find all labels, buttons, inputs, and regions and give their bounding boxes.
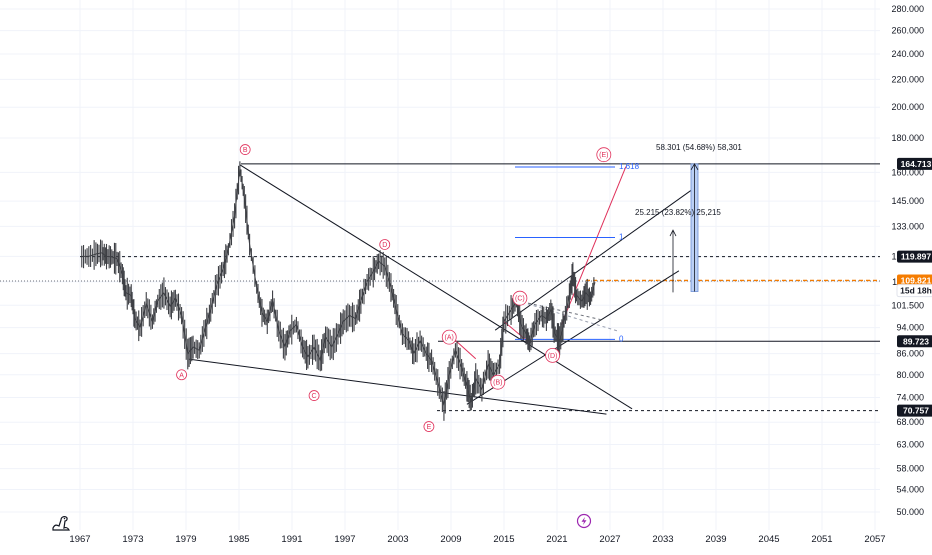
price-series <box>81 161 596 421</box>
wave-line <box>560 166 627 325</box>
x-tick-label: 2051 <box>811 534 832 545</box>
y-tick-label: 200.000 <box>891 102 924 112</box>
y-tick-label: 145.000 <box>891 196 924 206</box>
wave-marker <box>176 369 187 381</box>
y-tick-label: 280.000 <box>891 4 924 14</box>
measure-label-1: 58.301 (54.68%) 58,301 <box>656 143 742 152</box>
time-axis: 1967 1973 1979 1985 1991 1997 2003 2009 2015 2021… <box>69 534 885 545</box>
fib-label: 1 <box>619 233 624 242</box>
lightning-icon[interactable] <box>576 513 592 529</box>
y-tick-label: 180.000 <box>891 133 924 143</box>
fib-label: 0 <box>619 334 624 343</box>
x-tick-label: 1991 <box>281 534 302 545</box>
wave-marker <box>545 347 560 363</box>
x-tick-label: 2045 <box>758 534 779 545</box>
price-badge <box>897 335 932 348</box>
price-badge-label: 109.821 <box>901 275 932 285</box>
wave-marker <box>490 374 506 390</box>
price-badge <box>897 250 932 263</box>
price-badge <box>897 404 932 417</box>
measure-arrowhead <box>669 229 677 237</box>
x-tick-label: 2057 <box>864 534 885 545</box>
wave-label: E <box>427 424 432 431</box>
x-tick-label: 1973 <box>122 534 143 545</box>
y-tick-label: 63.000 <box>896 440 924 450</box>
wave-dash-line <box>516 299 604 321</box>
wave-marker <box>441 329 457 345</box>
price-badge-label: 89.723 <box>903 336 929 346</box>
horizontal-levels <box>0 163 880 412</box>
y-tick-label: 94.000 <box>896 323 924 333</box>
wave-marker <box>512 290 528 306</box>
x-tick-label: 2033 <box>652 534 673 545</box>
trend-lines <box>188 164 697 415</box>
price-badge-label: 119.897 <box>901 252 932 262</box>
x-tick-label: 2027 <box>599 534 620 545</box>
measure-label-2: 25.215 (23.82%) 25,215 <box>635 208 721 217</box>
price-badge <box>897 157 932 170</box>
y-tick-label: 58.000 <box>896 464 924 474</box>
wave-marker <box>379 239 391 250</box>
x-tick-label: 2039 <box>705 534 726 545</box>
price-badge-label: 164.713 <box>901 159 932 169</box>
wave-label: D <box>382 242 387 249</box>
y-tick-label: 101.500 <box>891 300 924 310</box>
x-tick-label: 2009 <box>440 534 461 545</box>
wave-label: (D) <box>548 353 558 360</box>
x-tick-label: 2003 <box>387 534 408 545</box>
trend-line <box>188 358 607 415</box>
wave-marker <box>423 421 435 432</box>
y-tick-label: 68.000 <box>896 417 924 427</box>
price-line <box>81 168 596 406</box>
y-tick-label: 74.000 <box>896 393 924 403</box>
price-badge-label: 15d 18h <box>900 286 932 296</box>
y-tick-label: 220.000 <box>891 74 924 84</box>
grid <box>0 0 880 530</box>
x-tick-label: 1985 <box>228 534 249 545</box>
fib-label: 1.618 <box>619 162 640 171</box>
y-tick-label: 160.000 <box>891 167 924 177</box>
wave-labels: A B C D E (A) (B) (C) (D) (E) <box>176 144 612 432</box>
x-tick-label: 1979 <box>175 534 196 545</box>
fib-levels: 1.618 1 0 <box>515 162 640 343</box>
price-badge <box>896 284 932 298</box>
wave-label: (C) <box>515 296 525 303</box>
wave-label: B <box>243 147 248 154</box>
y-tick-label: 50.000 <box>896 507 924 517</box>
wave-line <box>455 340 477 360</box>
x-tick-label: 2015 <box>493 534 514 545</box>
price-badge <box>897 274 932 287</box>
wave-marker <box>596 147 612 163</box>
measure-arrowhead <box>690 163 699 171</box>
trend-line <box>239 164 633 410</box>
y-tick-label: 80.000 <box>896 370 924 380</box>
y-tick-label: 260.000 <box>891 26 924 36</box>
wave-marker <box>308 390 320 401</box>
measure-tools: 58.301 (54.68%) 58,301 25.215 (23.82%) 25… <box>635 143 742 293</box>
dino-logo-icon <box>52 516 70 531</box>
x-tick-label: 1997 <box>334 534 355 545</box>
price-badge-label: 70.757 <box>903 406 929 416</box>
wave-label: C <box>312 393 317 400</box>
trend-line <box>494 186 697 331</box>
wave-label: (E) <box>599 152 608 159</box>
x-tick-label: 1967 <box>69 534 90 545</box>
y-tick-label: 133.000 <box>891 221 924 231</box>
wave-label: (B) <box>493 380 502 387</box>
y-tick-label: 86.000 <box>896 349 924 359</box>
wave-marker <box>239 144 251 155</box>
wave-label: (A) <box>445 335 454 342</box>
y-tick-label: 240.000 <box>891 49 924 59</box>
wave-label: A <box>179 372 184 379</box>
y-tick-label: 54.000 <box>896 485 924 495</box>
x-tick-label: 2021 <box>546 534 567 545</box>
